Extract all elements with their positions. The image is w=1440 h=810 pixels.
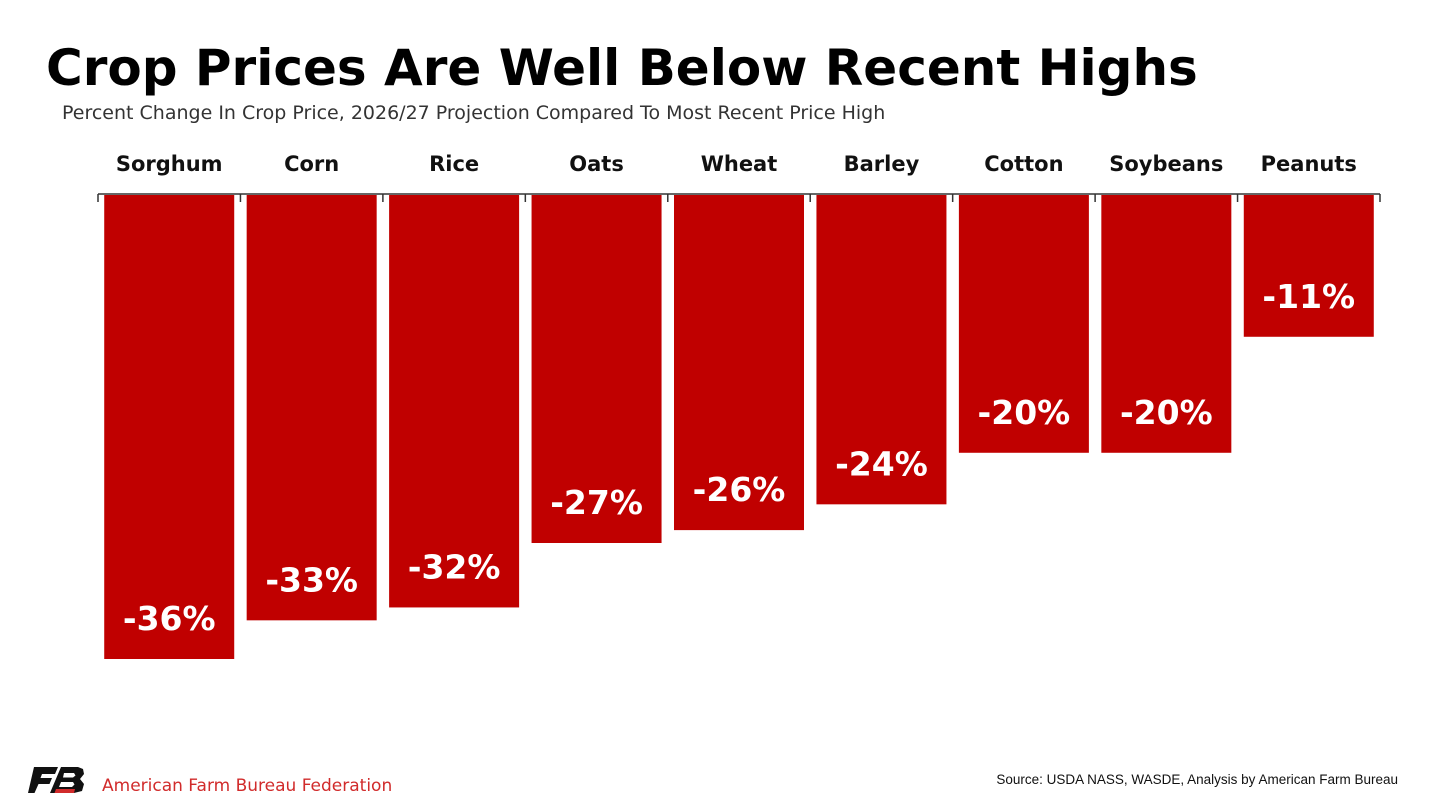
data-label: -20% — [978, 393, 1071, 432]
bar-chart: Sorghum -36% Corn -33% Rice -32% Oats -27% Wheat… — [97, 152, 1381, 659]
chart-subtitle: Percent Change In Crop Price, 2026/27 Pr… — [62, 102, 886, 124]
category-label: Barley — [844, 152, 920, 176]
category-label: Oats — [569, 152, 624, 176]
chart-title: Crop Prices Are Well Below Recent Highs — [46, 39, 1198, 97]
category-label: Corn — [284, 152, 339, 176]
category-label: Wheat — [701, 152, 778, 176]
data-label: -36% — [123, 599, 216, 638]
bar — [1101, 195, 1232, 453]
data-label: -26% — [693, 470, 786, 509]
bar — [1243, 195, 1374, 337]
data-label: -27% — [550, 483, 643, 522]
bar — [104, 195, 235, 659]
bar — [674, 195, 804, 531]
category-label: Cotton — [984, 152, 1063, 176]
data-label: -24% — [835, 444, 928, 483]
data-label: -11% — [1262, 277, 1355, 316]
category-label: Soybeans — [1109, 152, 1223, 176]
category-label: Rice — [429, 152, 479, 176]
data-label: -33% — [265, 560, 358, 599]
bar — [246, 195, 377, 621]
bar — [389, 195, 520, 608]
afbf-logo-icon — [28, 767, 84, 793]
source-note: Source: USDA NASS, WASDE, Analysis by Am… — [996, 772, 1398, 787]
category-label: Sorghum — [116, 152, 223, 176]
data-label: -20% — [1120, 393, 1213, 432]
data-label: -32% — [408, 547, 501, 586]
bar — [816, 195, 947, 505]
bar — [958, 195, 1089, 453]
category-label: Peanuts — [1261, 152, 1357, 176]
bar — [531, 195, 662, 543]
organization-name: American Farm Bureau Federation — [102, 776, 393, 796]
